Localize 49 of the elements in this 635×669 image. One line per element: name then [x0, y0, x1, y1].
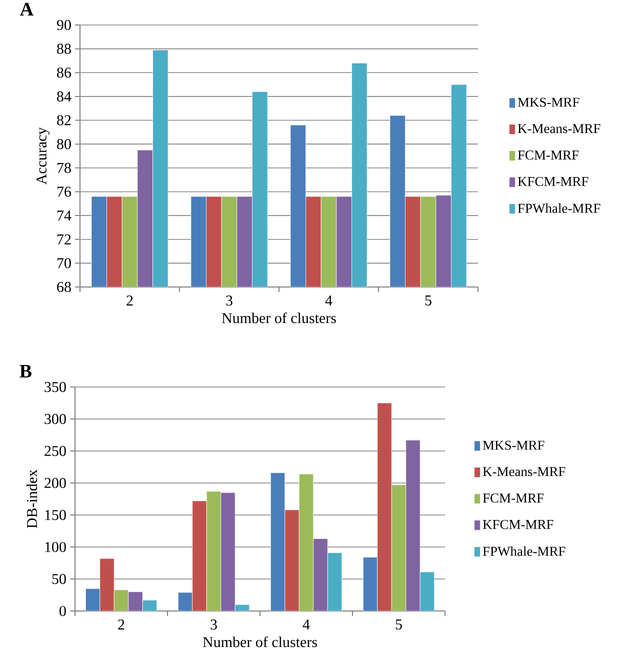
x-tick-label: 5 [425, 296, 432, 306]
y-tick-label: 0 [60, 606, 66, 616]
x-tick-label: 3 [210, 620, 217, 630]
x-axis-title: Number of clusters [202, 636, 317, 648]
x-tick-label: 3 [226, 296, 232, 306]
y-axis-title: Accuracy [36, 127, 50, 185]
y-tick-label: 84 [57, 91, 72, 102]
y-tick-label: 200 [44, 478, 66, 488]
legend-label: FCM-MRF [518, 150, 579, 160]
y-tick-label: 100 [45, 542, 66, 552]
bar [85, 588, 100, 611]
x-tick-label: 2 [126, 296, 133, 306]
y-tick-label: 68 [57, 282, 71, 292]
legend-label: MKS-MRF [518, 98, 580, 107]
y-tick-label: 250 [44, 446, 66, 456]
y-tick-label: 78 [57, 162, 71, 173]
y-tick-label: 72 [57, 234, 71, 244]
y-tick-label: 350 [44, 382, 66, 392]
legend-label: KFCM-MRF [518, 176, 588, 186]
chart-title: A [20, 2, 34, 16]
x-tick-label: 4 [302, 620, 310, 630]
legend-label: KFCM-MRF [482, 520, 554, 530]
legend-label: K-Means-MRF [482, 467, 566, 476]
bar [420, 572, 435, 611]
y-tick-label: 300 [44, 414, 66, 424]
y-tick-label: 150 [45, 510, 66, 520]
legend-label: FCM-MRF [482, 494, 544, 503]
y-tick-label: 80 [57, 139, 71, 150]
y-tick-label: 50 [52, 574, 66, 584]
bar [362, 557, 378, 611]
legend-label: K-Means-MRF [518, 124, 600, 134]
y-tick-label: 90 [56, 20, 71, 30]
x-axis-title: Number of clusters [222, 312, 336, 324]
bar [270, 472, 286, 611]
y-tick-label: 88 [57, 44, 71, 54]
x-tick-label: 4 [325, 296, 332, 306]
y-tick-label: 86 [57, 68, 72, 78]
legend-label: MKS-MRF [482, 440, 544, 450]
chart-title: B [20, 364, 32, 378]
bar [327, 552, 342, 611]
y-tick-label: 74 [57, 210, 72, 220]
x-tick-label: 2 [118, 620, 124, 630]
y-tick-label: 82 [57, 115, 71, 126]
legend-label: FPWhale-MRF [518, 203, 600, 213]
y-axis-title: DB-index [26, 470, 38, 528]
legend-label: FPWhale-MRF [482, 546, 566, 556]
y-tick-label: 76 [57, 186, 72, 197]
x-tick-label: 5 [396, 620, 402, 630]
y-tick-label: 70 [57, 258, 71, 268]
